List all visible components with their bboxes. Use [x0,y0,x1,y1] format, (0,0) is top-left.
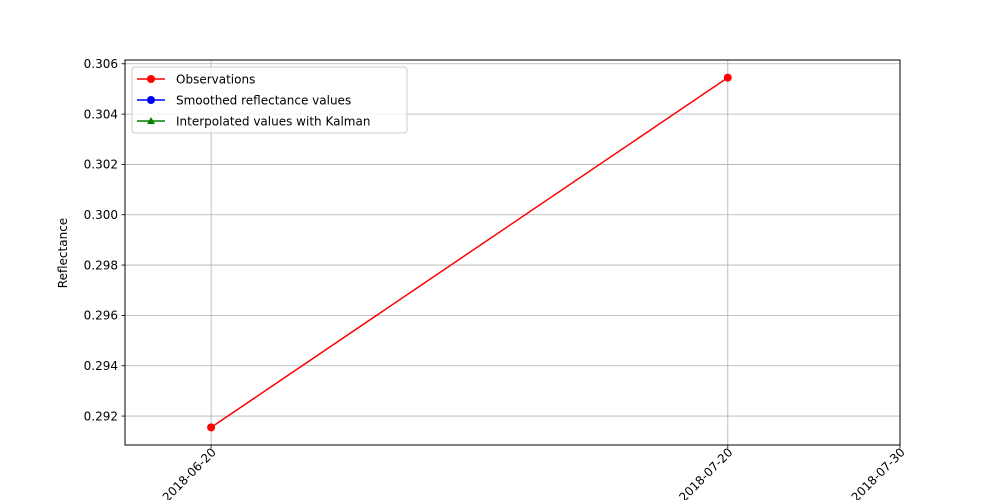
plot-frame [124,59,901,446]
legend-label: Smoothed reflectance values [176,94,351,108]
x-tick-label: 2018-07-20 [676,445,735,500]
legend-marker [147,75,155,83]
y-tick-label: 0.296 [84,309,118,323]
y-tick-label: 0.292 [84,409,118,423]
series-line-0 [210,76,729,429]
legend: Observations Smoothed reflectance values I… [131,66,408,134]
data-series [207,73,732,432]
y-tick-label: 0.300 [84,208,118,222]
legend-label: Interpolated values with Kalman [176,115,370,129]
y-tick-label: 0.298 [84,258,118,272]
y-axis: 0.292 0.294 0.296 0.298 0.300 0.302 0.304 0.306 [84,57,125,423]
x-tick-label: 2018-07-30 [849,445,908,500]
legend-marker [147,117,155,124]
legend-marker [147,96,155,104]
data-point [207,423,216,432]
y-tick-label: 0.294 [84,359,118,373]
x-axis: 2018-06-20 2018-07-20 2018-07-30 [160,445,908,500]
data-point [723,73,732,82]
y-axis-label: Reflectance [56,218,70,288]
legend-box [131,66,408,134]
y-tick-label: 0.306 [84,57,118,71]
y-tick-label: 0.304 [84,107,118,121]
x-tick-label: 2018-06-20 [160,445,219,500]
y-tick-label: 0.302 [84,158,118,172]
legend-label: Observations [176,73,255,87]
